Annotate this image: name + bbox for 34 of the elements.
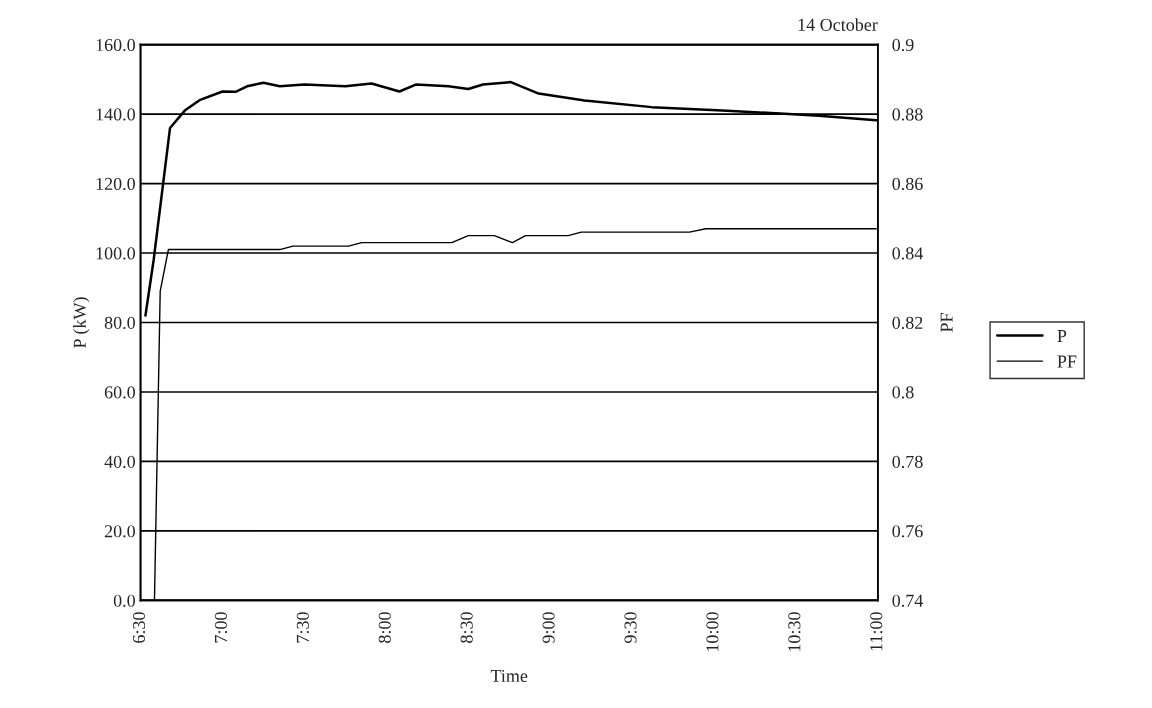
x-tick-label: 9:00 bbox=[542, 612, 555, 644]
y2-tick-label: 0.88 bbox=[892, 108, 923, 121]
y2-tick-label: 0.82 bbox=[892, 316, 923, 330]
y-tick-label: 120.0 bbox=[96, 177, 135, 191]
y-tick-label: 60.0 bbox=[104, 386, 135, 399]
y2-tick-label: 0.8 bbox=[892, 386, 914, 399]
x-tick-label: 7:30 bbox=[296, 612, 309, 643]
x-tick-label: 7:00 bbox=[214, 612, 228, 643]
x-tick-label: 8:00 bbox=[378, 612, 391, 643]
legend-label: P bbox=[1057, 330, 1067, 342]
y2-tick-label: 0.74 bbox=[892, 594, 924, 607]
y-tick-label: 160.0 bbox=[96, 38, 135, 52]
y2-axis-title: PF bbox=[940, 313, 953, 333]
x-tick-label: 6:30 bbox=[132, 612, 146, 643]
x-tick-label: 10:30 bbox=[788, 612, 801, 652]
y2-tick-label: 0.9 bbox=[892, 38, 914, 52]
y-axis-title: P (kW) bbox=[73, 297, 90, 348]
chart-title: 14 October bbox=[798, 18, 878, 31]
y2-tick-label: 0.86 bbox=[892, 177, 923, 191]
y2-tick-label: 0.76 bbox=[892, 525, 923, 538]
y2-tick-label: 0.78 bbox=[892, 455, 923, 468]
x-tick-label: 8:30 bbox=[460, 612, 473, 643]
y-tick-label: 0.0 bbox=[113, 594, 135, 607]
y2-tick-label: 0.84 bbox=[892, 247, 924, 260]
legend-label: PF bbox=[1057, 355, 1077, 368]
x-tick-label: 10:00 bbox=[706, 612, 719, 652]
x-axis-title: Time bbox=[490, 669, 528, 682]
y-tick-label: 20.0 bbox=[104, 525, 135, 538]
x-tick-label: 9:30 bbox=[624, 612, 637, 644]
x-tick-label: 11:00 bbox=[870, 612, 883, 651]
y-tick-label: 100.0 bbox=[96, 247, 135, 260]
y-tick-label: 40.0 bbox=[104, 455, 135, 468]
y-tick-label: 80.0 bbox=[104, 316, 135, 330]
y-tick-label: 140.0 bbox=[96, 108, 135, 121]
